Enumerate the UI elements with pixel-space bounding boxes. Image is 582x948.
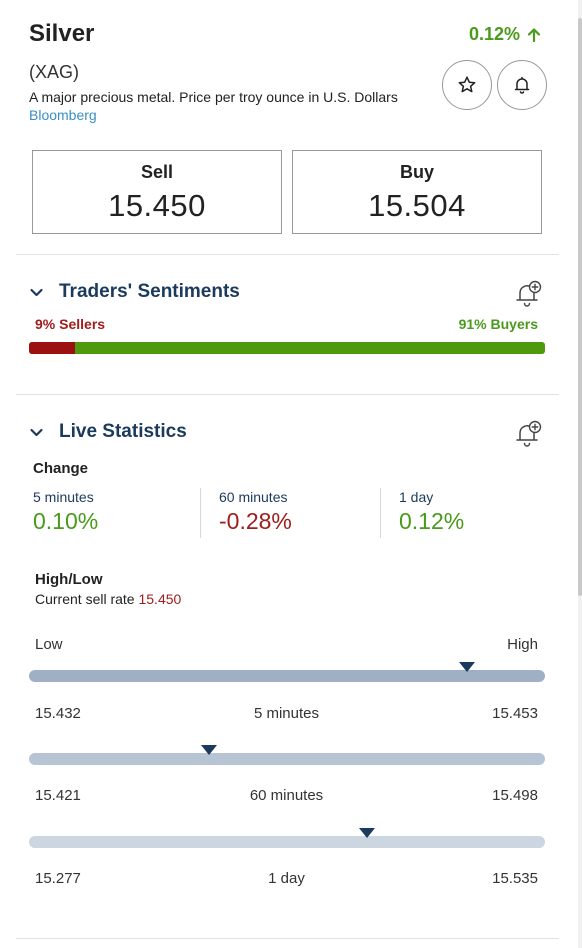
change-period-value: 0.12% [399, 508, 465, 534]
range-track [29, 836, 545, 848]
column-separator [200, 488, 201, 538]
buy-label: Buy [399, 162, 434, 182]
range-bar-1d [29, 828, 545, 848]
range-period: 5 minutes [253, 705, 320, 722]
range-track [29, 670, 545, 682]
current-sell-rate-value: 15.450 [138, 591, 182, 607]
range-low: 15.432 [35, 705, 81, 722]
range-bar-60m [29, 745, 545, 765]
bell-plus-icon[interactable] [513, 419, 543, 447]
change-5m: 5 minutes 0.10% [33, 489, 98, 535]
divider [16, 254, 559, 255]
range-period: 60 minutes [249, 787, 324, 804]
change-period-value: 0.10% [33, 508, 99, 534]
live-stats-title: Live Statistics [59, 421, 187, 442]
column-separator [380, 488, 381, 538]
star-icon [458, 76, 476, 93]
divider [16, 938, 559, 939]
change-label: Change [33, 460, 89, 477]
chevron-down-icon [30, 288, 43, 296]
arrow-up-icon [527, 27, 541, 42]
sentiment-sellers-fill [29, 342, 76, 354]
bell-icon [514, 76, 530, 94]
instrument-change: 0.12% [469, 24, 542, 45]
instrument-name: Silver [29, 20, 95, 47]
range-high: 15.453 [492, 705, 538, 722]
range-high: 15.535 [492, 870, 538, 887]
range-marker [458, 662, 475, 672]
sell-label: Sell [140, 162, 174, 182]
instrument-symbol: (XAG) [29, 62, 80, 82]
change-1d: 1 day 0.12% [399, 489, 464, 535]
range-marker [358, 828, 375, 838]
sentiment-section-toggle[interactable]: Traders' Sentiments [29, 281, 240, 303]
range-low: 15.421 [35, 787, 81, 804]
buy-button[interactable]: Buy 15.504 [292, 150, 542, 234]
source-link[interactable]: Bloomberg [29, 107, 97, 123]
bell-plus-icon[interactable] [513, 279, 543, 307]
range-low: 15.277 [35, 870, 81, 887]
buyers-percent: 91% Buyers [458, 316, 538, 332]
range-high: 15.498 [492, 787, 538, 804]
sell-price: 15.450 [108, 188, 206, 223]
low-label: Low [35, 636, 63, 653]
instrument-change-value: 0.12% [468, 24, 520, 44]
sentiment-title: Traders' Sentiments [59, 281, 240, 302]
sentiment-bar [29, 342, 545, 354]
range-track [29, 753, 545, 765]
range-bar-5m [29, 662, 545, 682]
sell-button[interactable]: Sell 15.450 [32, 150, 282, 234]
scrollbar-thumb[interactable] [578, 18, 582, 596]
divider [16, 394, 559, 395]
favorite-button[interactable] [442, 60, 492, 110]
change-period-label: 1 day [399, 489, 434, 505]
change-period-value: -0.28% [219, 508, 292, 534]
chevron-down-icon [30, 428, 43, 436]
alert-button[interactable] [497, 60, 547, 110]
change-period-label: 60 minutes [219, 489, 288, 505]
range-marker [201, 745, 218, 755]
sellers-percent: 9% Sellers [35, 316, 106, 332]
live-stats-section-toggle[interactable]: Live Statistics [29, 421, 187, 443]
buy-price: 15.504 [368, 188, 466, 223]
highlow-label: High/Low [35, 571, 103, 588]
high-label: High [507, 636, 538, 653]
current-sell-rate-prefix: Current sell rate [35, 591, 135, 607]
current-sell-rate: Current sell rate 15.450 [35, 591, 181, 607]
range-period: 1 day [268, 870, 305, 887]
change-period-label: 5 minutes [33, 489, 94, 505]
change-60m: 60 minutes -0.28% [219, 489, 292, 535]
instrument-description: A major precious metal. Price per troy o… [29, 89, 398, 105]
